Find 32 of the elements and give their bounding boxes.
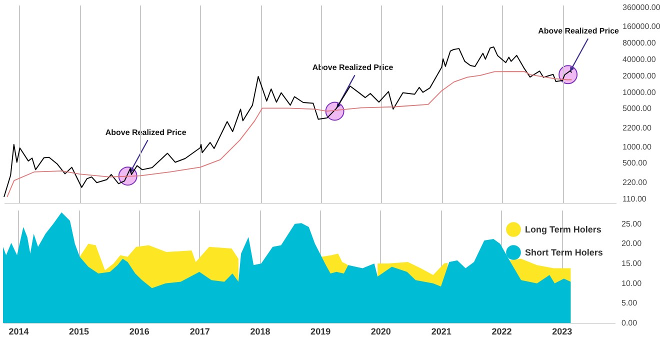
y-tick-label: 10.00 bbox=[622, 278, 642, 288]
y-tick-label: 80000.00 bbox=[622, 38, 656, 48]
y-tick-label: 15.00 bbox=[622, 259, 642, 268]
x-tick-label: 2016 bbox=[129, 326, 150, 336]
y-tick-label: 110.00 bbox=[622, 194, 647, 204]
x-tick-label: 2019 bbox=[310, 326, 331, 336]
legend-label: Long Term Holers bbox=[525, 224, 602, 234]
annotation: Above Realized Price bbox=[538, 26, 620, 36]
x-tick-label: 2018 bbox=[250, 326, 270, 336]
legend-label: Short Term Holers bbox=[525, 248, 603, 258]
y-tick-label: 25.00 bbox=[622, 219, 642, 228]
y-tick-label: 1000.00 bbox=[622, 142, 652, 152]
y-tick-label: 220.00 bbox=[622, 178, 648, 188]
annotation: Above Realized Price bbox=[105, 128, 187, 138]
x-tick-label: 2022 bbox=[492, 326, 512, 336]
y-tick-label: 5000.00 bbox=[622, 104, 652, 114]
y-tick-label: 5.00 bbox=[622, 298, 638, 308]
y-tick-label: 10000.00 bbox=[622, 88, 656, 97]
y-tick-label: 40000.00 bbox=[622, 54, 656, 64]
x-tick-label: 2023 bbox=[552, 326, 572, 336]
y-tick-label: 160000.00 bbox=[622, 22, 660, 32]
y-tick-label: 2200.00 bbox=[622, 124, 652, 133]
x-tick-label: 2021 bbox=[431, 326, 452, 336]
x-tick-label: 2020 bbox=[370, 326, 391, 336]
y-tick-label: 360000.00 bbox=[622, 2, 660, 12]
y-tick-label: 0.00 bbox=[622, 318, 638, 328]
x-tick-label: 2017 bbox=[190, 326, 210, 336]
y-tick-label: 20.00 bbox=[622, 239, 642, 248]
x-tick-label: 2014 bbox=[8, 326, 29, 336]
y-tick-label: 500.00 bbox=[622, 158, 648, 168]
x-tick-label: 2015 bbox=[69, 326, 90, 336]
y-tick-label: 20000.00 bbox=[622, 71, 656, 80]
